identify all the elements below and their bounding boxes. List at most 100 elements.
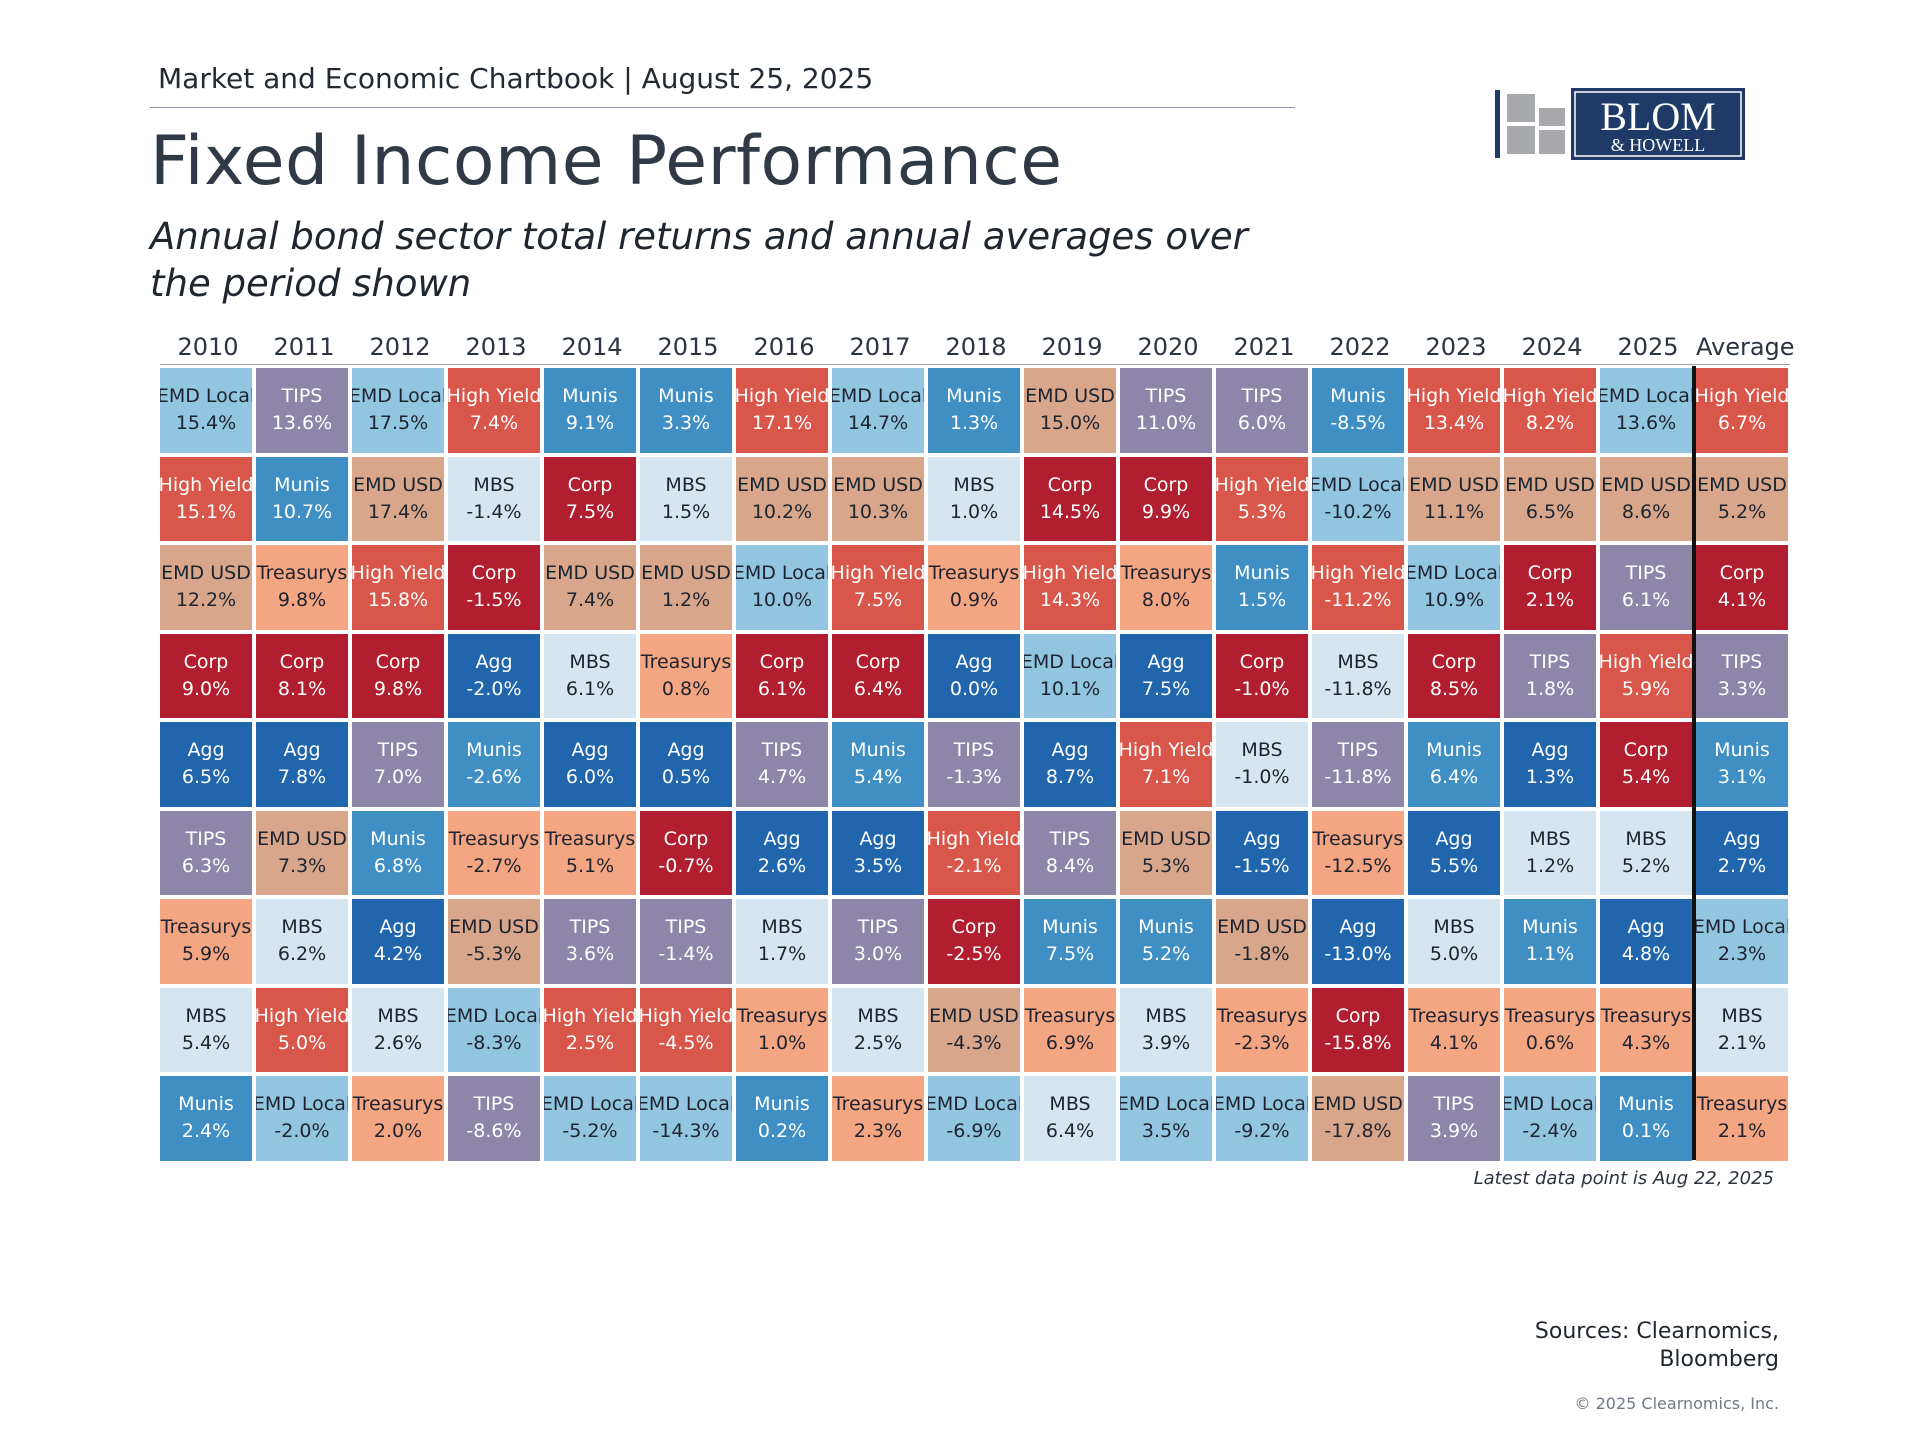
- quilt-cell: Munis 2.4%: [160, 1076, 252, 1161]
- cell-return-value: -2.6%: [466, 766, 522, 789]
- column-header-average: Average: [1696, 333, 1795, 361]
- cell-return-value: 15.1%: [175, 500, 237, 523]
- quilt-cell: Munis -8.5%: [1312, 368, 1404, 453]
- cell-return-value: 6.1%: [757, 677, 807, 700]
- cell-return-value: 1.0%: [757, 1031, 807, 1054]
- cell-sector-label: Corp: [471, 562, 517, 585]
- cell-return-value: 7.3%: [277, 854, 327, 877]
- cell-return-value: 0.0%: [949, 677, 999, 700]
- quilt-cell: Treasurys 0.9%: [928, 545, 1020, 630]
- cell-sector-label: Treasurys: [928, 562, 1020, 585]
- cell-sector-label: Agg: [859, 827, 897, 850]
- cell-sector-label: EMD USD: [449, 916, 539, 939]
- cell-sector-label: Corp: [1239, 650, 1285, 673]
- cell-return-value: 3.3%: [661, 412, 711, 435]
- quilt-cell: Corp 9.0%: [160, 633, 252, 718]
- quilt-cell: High Yield 15.8%: [352, 545, 444, 630]
- quilt-cell: MBS -1.4%: [448, 456, 540, 541]
- quilt-cell: MBS 3.9%: [1120, 987, 1212, 1072]
- quilt-cell: TIPS 6.3%: [160, 810, 252, 895]
- column-header-2021: 2021: [1233, 333, 1295, 361]
- cell-sector-label: High Yield: [1696, 385, 1788, 408]
- cell-return-value: 5.3%: [1141, 854, 1191, 877]
- cell-sector-label: MBS: [857, 1004, 899, 1027]
- quilt-cell: Munis 7.5%: [1024, 899, 1116, 984]
- cell-sector-label: High Yield: [736, 385, 828, 408]
- quilt-cell: EMD Local -10.2%: [1312, 456, 1404, 541]
- cell-return-value: -12.5%: [1324, 854, 1392, 877]
- column-header-2016: 2016: [753, 333, 815, 361]
- quilt-cell: EMD Local -5.2%: [544, 1076, 636, 1161]
- quilt-cell: EMD Local 10.9%: [1408, 545, 1500, 630]
- quilt-cell: Munis 1.5%: [1216, 545, 1308, 630]
- cell-return-value: 13.4%: [1423, 412, 1485, 435]
- cell-return-value: 5.2%: [1621, 854, 1671, 877]
- cell-sector-label: Munis: [562, 385, 618, 408]
- quilt-cell: EMD USD 8.6%: [1600, 456, 1692, 541]
- quilt-cell: EMD USD 10.3%: [832, 456, 924, 541]
- cell-sector-label: EMD USD: [1313, 1093, 1403, 1116]
- cell-return-value: 8.4%: [1045, 854, 1095, 877]
- cell-sector-label: Corp: [1527, 562, 1573, 585]
- quilt-cell: Munis 0.1%: [1600, 1076, 1692, 1161]
- cell-return-value: 0.8%: [661, 677, 711, 700]
- quilt-cell: MBS 6.2%: [256, 899, 348, 984]
- quilt-cell: EMD USD 12.2%: [160, 545, 252, 630]
- cell-return-value: 4.3%: [1621, 1031, 1671, 1054]
- cell-return-value: 1.5%: [661, 500, 711, 523]
- quilt-cell: Agg 8.7%: [1024, 722, 1116, 807]
- cell-return-value: 4.7%: [757, 766, 807, 789]
- cell-sector-label: MBS: [1433, 916, 1475, 939]
- quilt-cell: TIPS 8.4%: [1024, 810, 1116, 895]
- cell-sector-label: High Yield: [448, 385, 540, 408]
- cell-sector-label: Agg: [667, 739, 705, 762]
- cell-return-value: 9.8%: [277, 589, 327, 612]
- cell-return-value: 9.1%: [565, 412, 615, 435]
- quilt-cell: Agg -2.0%: [448, 633, 540, 718]
- cell-sector-label: Corp: [279, 650, 325, 673]
- cell-sector-label: Treasurys: [736, 1004, 828, 1027]
- quilt-cell: Munis 3.1%: [1696, 722, 1788, 807]
- quilt-cell: TIPS 3.0%: [832, 899, 924, 984]
- quilt-cell: TIPS 4.7%: [736, 722, 828, 807]
- quilt-cell: High Yield -2.1%: [928, 810, 1020, 895]
- quilt-cell: Munis 9.1%: [544, 368, 636, 453]
- latest-data-note: Latest data point is Aug 22, 2025: [1473, 1168, 1774, 1189]
- quilt-cell: TIPS 13.6%: [256, 368, 348, 453]
- cell-return-value: -0.7%: [658, 854, 714, 877]
- quilt-cell: TIPS -1.4%: [640, 899, 732, 984]
- cell-sector-label: EMD USD: [1409, 473, 1499, 496]
- column-header-2022: 2022: [1329, 333, 1391, 361]
- cell-sector-label: MBS: [1241, 739, 1283, 762]
- column-header-2013: 2013: [465, 333, 527, 361]
- quilt-cell: Munis 6.4%: [1408, 722, 1500, 807]
- cell-sector-label: Munis: [754, 1093, 810, 1116]
- column-header-2019: 2019: [1041, 333, 1103, 361]
- cell-return-value: -1.4%: [658, 943, 714, 966]
- quilt-cell: EMD USD -17.8%: [1312, 1076, 1404, 1161]
- quilt-cell: Agg 0.0%: [928, 633, 1020, 718]
- cell-sector-label: Munis: [1042, 916, 1098, 939]
- cell-sector-label: Corp: [759, 650, 805, 673]
- quilt-cell: Treasurys 2.1%: [1696, 1076, 1788, 1161]
- cell-sector-label: Treasurys: [1216, 1004, 1308, 1027]
- cell-sector-label: MBS: [569, 650, 611, 673]
- quilt-cell: Treasurys 4.3%: [1600, 987, 1692, 1072]
- cell-sector-label: EMD Local: [1600, 385, 1692, 408]
- cell-return-value: 7.4%: [469, 412, 519, 435]
- quilt-cell: MBS 2.5%: [832, 987, 924, 1072]
- cell-sector-label: Agg: [955, 650, 993, 673]
- average-divider: [1692, 366, 1696, 1160]
- cell-return-value: 5.0%: [277, 1031, 327, 1054]
- cell-return-value: 15.4%: [175, 412, 237, 435]
- cell-return-value: 0.2%: [757, 1120, 807, 1143]
- cell-sector-label: Treasurys: [1312, 827, 1404, 850]
- cell-sector-label: High Yield: [256, 1004, 348, 1027]
- cell-sector-label: High Yield: [1216, 473, 1308, 496]
- cell-sector-label: MBS: [1049, 1093, 1091, 1116]
- cell-return-value: 7.1%: [1141, 766, 1191, 789]
- cell-sector-label: Munis: [1522, 916, 1578, 939]
- cell-return-value: -14.3%: [652, 1120, 720, 1143]
- cell-return-value: 5.1%: [565, 854, 615, 877]
- cell-sector-label: Munis: [1426, 739, 1482, 762]
